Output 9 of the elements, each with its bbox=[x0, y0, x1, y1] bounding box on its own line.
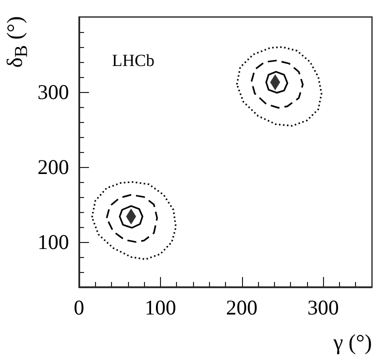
y-tick-label: 200 bbox=[38, 155, 69, 179]
annotation: LHCb bbox=[112, 51, 154, 70]
x-tick-label: 200 bbox=[226, 296, 258, 320]
y-tick-label: 300 bbox=[38, 80, 69, 104]
x-tick-label: 0 bbox=[74, 296, 84, 320]
x-axis-title: γ (°) bbox=[332, 330, 372, 354]
y-tick-label: 100 bbox=[38, 230, 69, 254]
x-tick-label: 300 bbox=[307, 296, 339, 320]
x-tick-label: 100 bbox=[144, 296, 176, 320]
